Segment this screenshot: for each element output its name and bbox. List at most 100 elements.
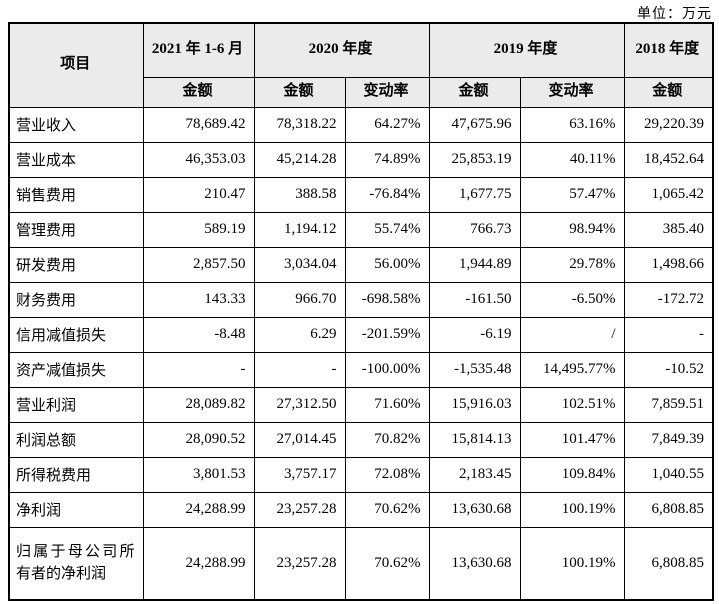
row-label: 营业成本 [8, 141, 144, 178]
cell-2018-amount: 6,808.85 [623, 526, 714, 601]
cell-2021-amount: -8.48 [142, 316, 255, 353]
cell-2021-amount: 28,089.82 [142, 386, 255, 423]
cell-2019-amount: 1,944.89 [428, 246, 521, 283]
cell-2019-amount: 13,630.68 [428, 526, 521, 601]
header-row-periods: 项目 2021 年 1-6 月 2020 年度 2019 年度 2018 年度 [8, 22, 714, 108]
cell-2019-amount: 25,853.19 [428, 141, 521, 178]
row-label: 财务费用 [8, 281, 144, 318]
cell-2019-change: 109.84% [519, 456, 625, 493]
cell-2018-amount: 385.40 [623, 211, 714, 248]
cell-2019-change: 63.16% [519, 106, 625, 143]
cell-2020-change: 72.08% [344, 456, 430, 493]
row-label: 净利润 [8, 491, 144, 528]
table-row-admin-expense: 管理费用 589.19 1,194.12 55.74% 766.73 98.94… [8, 211, 714, 248]
cell-2020-amount: 6.29 [253, 316, 346, 353]
cell-2021-amount: 24,288.99 [142, 526, 255, 601]
cell-2020-change: -698.58% [344, 281, 430, 318]
cell-2020-change: -100.00% [344, 351, 430, 388]
cell-2020-amount: 23,257.28 [253, 491, 346, 528]
header-2018: 2018 年度 [623, 22, 714, 78]
cell-2018-amount: -172.72 [623, 281, 714, 318]
cell-2018-amount: 1,040.55 [623, 456, 714, 493]
cell-2021-amount: 589.19 [142, 211, 255, 248]
cell-2020-amount: 3,034.04 [253, 246, 346, 283]
cell-2021-amount: 24,288.99 [142, 491, 255, 528]
cell-2019-change: 100.19% [519, 526, 625, 601]
cell-2021-amount: 143.33 [142, 281, 255, 318]
cell-2019-change: 101.47% [519, 421, 625, 458]
table-row-asset-impairment: 资产减值损失 - - -100.00% -1,535.48 14,495.77%… [8, 351, 714, 388]
cell-2019-amount: 766.73 [428, 211, 521, 248]
cell-2020-amount: - [253, 351, 346, 388]
subheader-amount-2018: 金额 [623, 76, 714, 108]
cell-2020-amount: 3,757.17 [253, 456, 346, 493]
table-row-credit-impairment: 信用减值损失 -8.48 6.29 -201.59% -6.19 / - [8, 316, 714, 353]
row-label: 信用减值损失 [8, 316, 144, 353]
cell-2018-amount: 1,065.42 [623, 176, 714, 213]
cell-2018-amount: 6,808.85 [623, 491, 714, 528]
cell-2021-amount: 2,857.50 [142, 246, 255, 283]
table-row-net-profit-parent: 归属于母公司所有者的净利润 24,288.99 23,257.28 70.62%… [8, 526, 714, 601]
row-label: 研发费用 [8, 246, 144, 283]
cell-2019-amount: 47,675.96 [428, 106, 521, 143]
cell-2020-change: 71.60% [344, 386, 430, 423]
cell-2021-amount: - [142, 351, 255, 388]
row-label: 营业利润 [8, 386, 144, 423]
cell-2021-amount: 3,801.53 [142, 456, 255, 493]
cell-2020-change: 55.74% [344, 211, 430, 248]
table-row-finance-expense: 财务费用 143.33 966.70 -698.58% -161.50 -6.5… [8, 281, 714, 318]
cell-2020-amount: 966.70 [253, 281, 346, 318]
cell-2020-change: -201.59% [344, 316, 430, 353]
unit-label: 单位：万元 [637, 7, 712, 22]
header-2020: 2020 年度 [253, 22, 430, 78]
cell-2019-change: 102.51% [519, 386, 625, 423]
cell-2020-change: 64.27% [344, 106, 430, 143]
cell-2020-amount: 45,214.28 [253, 141, 346, 178]
header-2019: 2019 年度 [428, 22, 625, 78]
subheader-amount-2019: 金额 [428, 76, 521, 108]
row-label: 资产减值损失 [8, 351, 144, 388]
cell-2021-amount: 210.47 [142, 176, 255, 213]
cell-2021-amount: 46,353.03 [142, 141, 255, 178]
cell-2020-change: -76.84% [344, 176, 430, 213]
cell-2019-change: 57.47% [519, 176, 625, 213]
cell-2019-amount: 15,814.13 [428, 421, 521, 458]
cell-2019-amount: 1,677.75 [428, 176, 521, 213]
subheader-amount-2020: 金额 [253, 76, 346, 108]
cell-2020-amount: 1,194.12 [253, 211, 346, 248]
cell-2018-amount: 18,452.64 [623, 141, 714, 178]
cell-2019-amount: -6.19 [428, 316, 521, 353]
cell-2020-change: 70.62% [344, 526, 430, 601]
cell-2019-amount: 15,916.03 [428, 386, 521, 423]
cell-2018-amount: 7,849.39 [623, 421, 714, 458]
cell-2019-change: 100.19% [519, 491, 625, 528]
cell-2018-amount: -10.52 [623, 351, 714, 388]
cell-2019-change: 98.94% [519, 211, 625, 248]
cell-2019-change: -6.50% [519, 281, 625, 318]
cell-2019-amount: 13,630.68 [428, 491, 521, 528]
cell-2020-change: 74.89% [344, 141, 430, 178]
header-2021h1: 2021 年 1-6 月 [142, 22, 255, 78]
cell-2019-amount: -1,535.48 [428, 351, 521, 388]
cell-2020-change: 70.62% [344, 491, 430, 528]
row-label: 管理费用 [8, 211, 144, 248]
row-label: 利润总额 [8, 421, 144, 458]
cell-2020-change: 56.00% [344, 246, 430, 283]
subheader-change-2019: 变动率 [519, 76, 625, 108]
cell-2019-change: 29.78% [519, 246, 625, 283]
cell-2021-amount: 78,689.42 [142, 106, 255, 143]
cell-2019-amount: -161.50 [428, 281, 521, 318]
subheader-change-2020: 变动率 [344, 76, 430, 108]
cell-2019-change: / [519, 316, 625, 353]
subheader-amount-2021: 金额 [142, 76, 255, 108]
table-row-operating-profit: 营业利润 28,089.82 27,312.50 71.60% 15,916.0… [8, 386, 714, 423]
cell-2020-amount: 78,318.22 [253, 106, 346, 143]
header-row-measures: 金额 金额 变动率 金额 变动率 金额 [9, 76, 714, 108]
cell-2021-amount: 28,090.52 [142, 421, 255, 458]
cell-2018-amount: 7,859.51 [623, 386, 714, 423]
table-row-income-tax: 所得税费用 3,801.53 3,757.17 72.08% 2,183.45 … [8, 456, 714, 493]
cell-2019-change: 40.11% [519, 141, 625, 178]
row-label: 销售费用 [8, 176, 144, 213]
cell-2020-change: 70.82% [344, 421, 430, 458]
